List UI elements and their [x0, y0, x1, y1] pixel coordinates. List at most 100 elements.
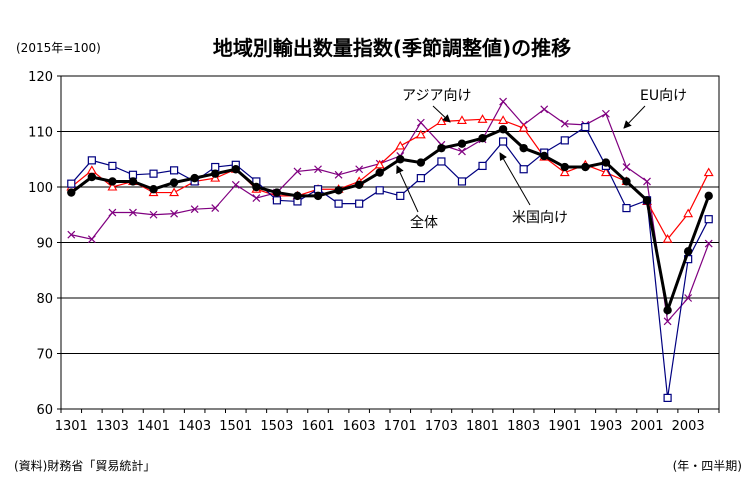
x-axis-label: (年・四半期): [673, 459, 742, 473]
series-EU向け: [67, 97, 713, 326]
unit-note: (2015年=100): [16, 41, 101, 55]
data-point: [499, 97, 508, 106]
data-point: [581, 122, 590, 132]
data-point: [662, 234, 673, 243]
data-point: [540, 105, 549, 114]
annotation-label: 米国向け: [512, 210, 568, 226]
data-point: [67, 188, 76, 197]
data-point: [272, 196, 282, 205]
data-point: [416, 158, 426, 167]
data-point: [601, 109, 610, 118]
data-point: [498, 115, 509, 124]
series-アジア向け: [66, 114, 714, 243]
data-point: [477, 114, 488, 123]
series-group: [66, 97, 714, 402]
x-tick-label: 1303: [96, 419, 129, 434]
x-tick-label: 1301: [55, 419, 88, 434]
data-point: [703, 167, 714, 177]
source-note: (資料)財務省「貿易統計」: [14, 458, 155, 473]
data-point: [396, 155, 405, 164]
data-point: [704, 239, 713, 248]
data-point: [684, 294, 693, 302]
data-point: [560, 119, 569, 128]
data-point: [211, 204, 220, 213]
data-point: [169, 187, 180, 197]
chart-title: 地域別輸出数量指数(季節調整値)の推移: [213, 36, 571, 60]
data-point: [375, 168, 384, 177]
series-line: [70, 127, 711, 317]
data-point: [293, 191, 302, 201]
data-point: [231, 165, 240, 174]
data-point: [559, 167, 570, 177]
data-point: [395, 140, 406, 150]
y-tick-label: 110: [28, 126, 53, 141]
data-point: [169, 166, 179, 175]
data-point: [498, 125, 508, 134]
data-point: [354, 180, 364, 189]
annotation-arrow: [396, 165, 419, 213]
data-point: [293, 167, 302, 176]
data-point: [334, 199, 343, 208]
data-point: [622, 177, 631, 186]
data-point: [643, 177, 651, 186]
data-point: [642, 196, 652, 205]
data-point: [108, 208, 117, 217]
data-point: [108, 161, 117, 171]
data-point: [252, 182, 261, 192]
data-point: [457, 177, 467, 186]
data-point: [190, 173, 199, 183]
data-point: [108, 177, 117, 186]
data-point: [478, 133, 487, 143]
data-point: [170, 209, 179, 218]
data-point: [683, 247, 693, 256]
data-point: [704, 215, 713, 224]
data-point: [87, 235, 96, 244]
y-tick-label: 70: [36, 348, 53, 363]
data-point: [67, 179, 76, 188]
data-point: [375, 186, 384, 195]
data-point: [457, 115, 467, 124]
data-point: [458, 147, 466, 156]
data-point: [149, 210, 158, 219]
data-point: [704, 191, 713, 201]
data-point: [272, 188, 282, 197]
data-point: [560, 136, 569, 145]
data-point: [663, 393, 672, 402]
x-tick-label: 1703: [425, 419, 458, 434]
data-point: [622, 163, 631, 171]
x-tick-label: 1601: [301, 419, 334, 434]
data-point: [663, 317, 672, 326]
data-point: [149, 169, 158, 178]
data-point: [600, 167, 611, 177]
data-point: [519, 143, 528, 153]
annotation-arrow: [432, 105, 451, 123]
y-tick-label: 80: [36, 292, 53, 307]
x-tick-label: 1801: [466, 419, 499, 434]
x-tick-label: 1803: [507, 419, 540, 434]
data-point: [478, 161, 487, 171]
data-point: [107, 181, 118, 191]
series-全体: [67, 125, 713, 317]
annotation-arrow: [623, 105, 646, 129]
y-tick-label: 90: [36, 237, 53, 252]
y-axis: 60 70 80 90 100 110 120: [28, 70, 61, 418]
data-point: [437, 143, 446, 153]
x-tick-label: 1501: [219, 419, 252, 434]
data-point: [129, 208, 137, 217]
x-tick-label: 2003: [672, 419, 705, 434]
annotation-label: EU向け: [640, 88, 687, 104]
data-point: [211, 169, 220, 178]
data-point: [374, 159, 385, 169]
y-tick-label: 100: [28, 181, 53, 196]
grid-lines: [61, 131, 719, 354]
data-point: [581, 162, 590, 172]
data-point: [415, 129, 426, 139]
x-tick-label: 1701: [384, 419, 417, 434]
x-tick-label: 1603: [343, 419, 376, 434]
data-point: [355, 199, 364, 208]
data-point: [396, 191, 405, 200]
data-point: [128, 170, 138, 179]
x-tick-label: 2001: [630, 419, 663, 434]
data-point: [231, 180, 240, 189]
